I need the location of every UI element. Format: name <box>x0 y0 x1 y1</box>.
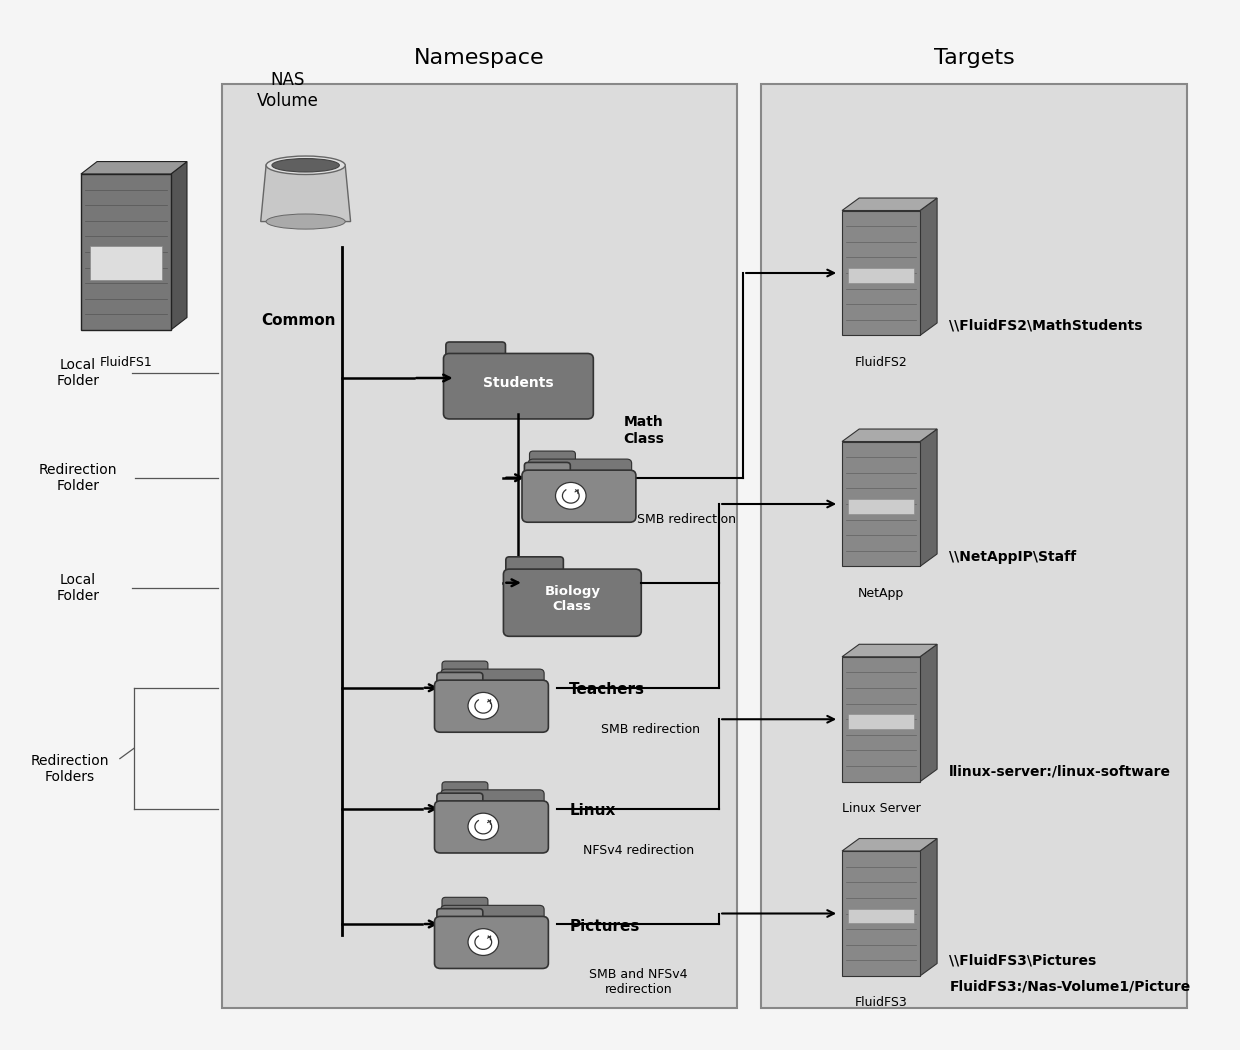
FancyBboxPatch shape <box>446 342 506 364</box>
Text: FluidFS3:/Nas-Volume1/Picture: FluidFS3:/Nas-Volume1/Picture <box>950 980 1190 994</box>
Ellipse shape <box>267 214 345 229</box>
Bar <box>761 84 1187 1008</box>
Bar <box>848 268 914 284</box>
Polygon shape <box>842 839 937 850</box>
Text: NAS
Volume: NAS Volume <box>257 71 319 110</box>
Bar <box>848 499 914 514</box>
Text: FluidFS3: FluidFS3 <box>854 996 908 1009</box>
Bar <box>848 714 914 730</box>
Polygon shape <box>81 162 187 174</box>
Bar <box>842 211 920 336</box>
Text: llinux-server:/linux-software: llinux-server:/linux-software <box>950 764 1172 779</box>
Text: \\FluidFS3\Pictures: \\FluidFS3\Pictures <box>950 953 1096 968</box>
Text: SMB redirection: SMB redirection <box>600 723 699 736</box>
Text: FluidFS1: FluidFS1 <box>99 356 153 369</box>
Bar <box>848 908 914 924</box>
Bar <box>222 84 737 1008</box>
Circle shape <box>467 928 498 956</box>
Text: Students: Students <box>484 376 554 391</box>
Text: Linux Server: Linux Server <box>842 802 920 815</box>
FancyBboxPatch shape <box>525 462 570 482</box>
Text: Namespace: Namespace <box>414 47 544 68</box>
Polygon shape <box>920 839 937 976</box>
FancyBboxPatch shape <box>434 680 548 732</box>
Text: SMB and NFSv4
redirection: SMB and NFSv4 redirection <box>589 968 687 995</box>
FancyBboxPatch shape <box>440 790 544 835</box>
Polygon shape <box>842 198 937 210</box>
Bar <box>842 441 920 567</box>
Polygon shape <box>171 162 187 330</box>
Text: FluidFS2: FluidFS2 <box>854 356 908 369</box>
Text: \\NetAppIP\Staff: \\NetAppIP\Staff <box>950 549 1076 564</box>
FancyBboxPatch shape <box>444 354 593 419</box>
Bar <box>81 174 171 330</box>
FancyBboxPatch shape <box>434 917 548 968</box>
FancyBboxPatch shape <box>441 898 487 918</box>
Text: Local
Folder: Local Folder <box>56 573 99 603</box>
FancyBboxPatch shape <box>436 672 482 692</box>
Text: Math
Class: Math Class <box>624 416 665 445</box>
Ellipse shape <box>272 159 340 172</box>
FancyBboxPatch shape <box>440 669 544 714</box>
FancyBboxPatch shape <box>440 905 544 950</box>
Circle shape <box>467 692 498 719</box>
Text: NetApp: NetApp <box>858 587 904 600</box>
FancyBboxPatch shape <box>434 801 548 853</box>
Polygon shape <box>842 645 937 657</box>
Bar <box>89 246 161 280</box>
FancyBboxPatch shape <box>441 662 487 681</box>
FancyBboxPatch shape <box>436 908 482 928</box>
Text: NFSv4 redirection: NFSv4 redirection <box>583 844 694 857</box>
FancyBboxPatch shape <box>528 459 631 504</box>
Bar <box>842 850 920 976</box>
Polygon shape <box>920 429 937 567</box>
Text: Common: Common <box>262 313 336 328</box>
FancyBboxPatch shape <box>436 793 482 813</box>
Text: Teachers: Teachers <box>569 682 645 697</box>
Text: Biology
Class: Biology Class <box>544 585 600 612</box>
Polygon shape <box>920 645 937 781</box>
Text: Redirection
Folder: Redirection Folder <box>38 463 117 492</box>
Polygon shape <box>920 198 937 336</box>
Text: Targets: Targets <box>934 47 1014 68</box>
Text: Pictures: Pictures <box>569 919 640 933</box>
FancyBboxPatch shape <box>441 782 487 802</box>
FancyBboxPatch shape <box>506 556 563 580</box>
Circle shape <box>556 482 587 509</box>
Text: \\FluidFS2\MathStudents: \\FluidFS2\MathStudents <box>950 318 1143 333</box>
Text: Redirection
Folders: Redirection Folders <box>30 754 109 784</box>
FancyBboxPatch shape <box>522 470 636 522</box>
Polygon shape <box>842 429 937 441</box>
FancyBboxPatch shape <box>529 452 575 471</box>
Ellipse shape <box>267 156 345 174</box>
Text: SMB redirection: SMB redirection <box>636 513 735 526</box>
Polygon shape <box>260 165 351 222</box>
FancyBboxPatch shape <box>503 569 641 636</box>
Bar <box>842 657 920 781</box>
Text: Linux: Linux <box>569 803 616 818</box>
Circle shape <box>467 813 498 840</box>
Text: Local
Folder: Local Folder <box>56 358 99 387</box>
